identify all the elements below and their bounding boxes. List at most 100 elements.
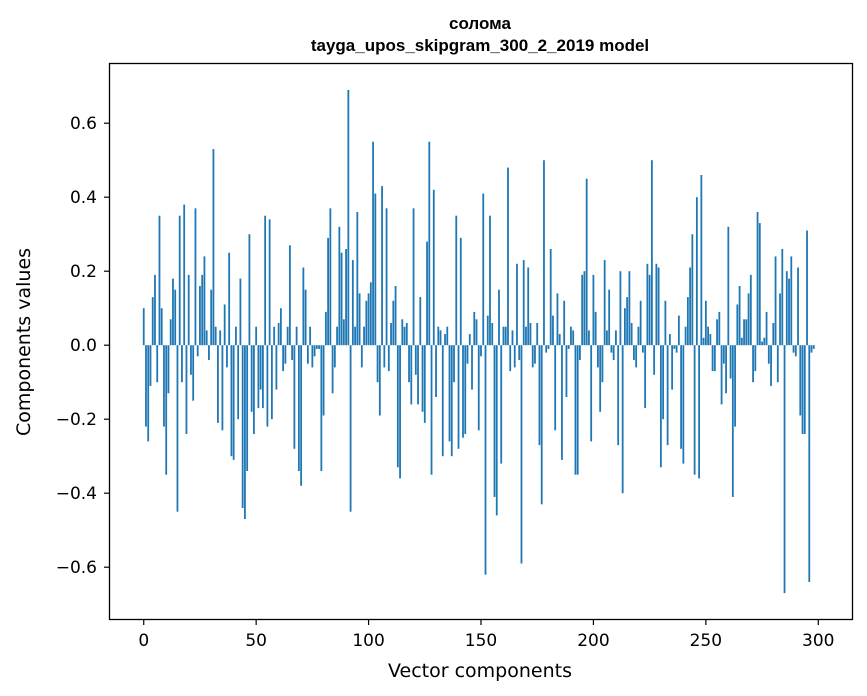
bar [172, 278, 174, 346]
bar [257, 345, 260, 409]
bar [181, 345, 183, 383]
bar [318, 345, 321, 349]
bar [637, 326, 640, 346]
bar [558, 334, 561, 346]
bar [336, 326, 338, 346]
bar [187, 274, 190, 346]
bar [720, 345, 723, 405]
bar [731, 345, 734, 497]
bar [599, 345, 602, 412]
bar [626, 297, 629, 346]
bar [174, 289, 177, 346]
bar [194, 208, 197, 346]
chart-subtitle: tayga_upos_skipgram_300_2_2019 model [311, 36, 649, 55]
bar [493, 345, 496, 497]
bar [516, 263, 518, 346]
bar [545, 345, 548, 353]
bar [401, 319, 404, 346]
bar [606, 330, 608, 346]
bar [641, 345, 644, 353]
bar [639, 300, 642, 346]
bar [590, 345, 593, 442]
bar [531, 345, 534, 368]
bar [329, 208, 332, 346]
bar [718, 311, 721, 346]
bar [702, 337, 705, 346]
bar [448, 345, 451, 442]
bars-group [142, 89, 817, 594]
bar [363, 326, 365, 346]
bar [713, 345, 716, 372]
bar [351, 260, 354, 346]
bar [662, 345, 665, 420]
bar [480, 345, 482, 357]
bar [475, 319, 478, 346]
bar [477, 345, 480, 431]
bar [462, 345, 464, 438]
bar [228, 252, 231, 346]
x-tick-label: 150 [465, 631, 497, 651]
bar [565, 345, 568, 397]
bar [633, 345, 635, 360]
bar [365, 300, 368, 346]
bar [378, 345, 381, 416]
bar [466, 345, 469, 364]
bar [770, 345, 772, 386]
bar [167, 345, 170, 394]
bar [563, 300, 566, 346]
bar [707, 326, 709, 346]
bar [729, 345, 732, 379]
bar [808, 345, 811, 582]
bar [235, 326, 237, 346]
bar [237, 345, 240, 420]
bar [482, 193, 485, 346]
bar [668, 334, 671, 346]
bar [650, 160, 653, 346]
y-tick-label: −0.2 [56, 410, 97, 430]
bar [682, 345, 685, 464]
bar [270, 345, 273, 420]
bar [570, 326, 572, 346]
bar [405, 323, 408, 346]
bar [675, 345, 678, 353]
bar [659, 345, 662, 468]
bar [430, 345, 433, 475]
bar [554, 345, 557, 431]
bar [738, 286, 741, 346]
bar [340, 252, 343, 346]
y-tick-label: −0.6 [56, 558, 97, 578]
y-axis-label: Components values [13, 248, 35, 436]
bar [767, 345, 770, 364]
bar [423, 345, 426, 423]
bar [693, 345, 696, 475]
bar [282, 345, 285, 372]
bar [349, 345, 352, 512]
bar [158, 215, 161, 346]
bar [295, 326, 298, 346]
bar [338, 226, 341, 346]
bar [221, 345, 224, 431]
bar [747, 293, 750, 346]
bar [772, 323, 775, 346]
bar [740, 337, 743, 346]
bar [612, 345, 615, 360]
bar [529, 323, 532, 346]
bar [372, 141, 374, 346]
x-tick-label: 250 [690, 631, 722, 651]
bar [201, 274, 204, 346]
bar [779, 293, 781, 346]
bar [376, 345, 379, 383]
bar [806, 230, 808, 346]
bar [421, 345, 424, 412]
bar [711, 345, 714, 372]
bar [788, 278, 790, 346]
bar [367, 293, 370, 346]
bar [549, 249, 552, 346]
bar [176, 345, 179, 512]
bar [576, 345, 579, 475]
bar [502, 326, 505, 346]
bar [304, 289, 307, 346]
bar [342, 319, 345, 346]
bar [745, 319, 748, 346]
